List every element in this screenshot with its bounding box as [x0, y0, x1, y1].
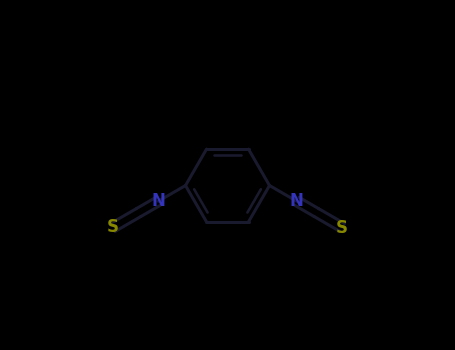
Text: S: S	[107, 218, 119, 237]
Text: N: N	[290, 192, 304, 210]
Text: S: S	[336, 218, 348, 237]
Text: N: N	[151, 192, 165, 210]
